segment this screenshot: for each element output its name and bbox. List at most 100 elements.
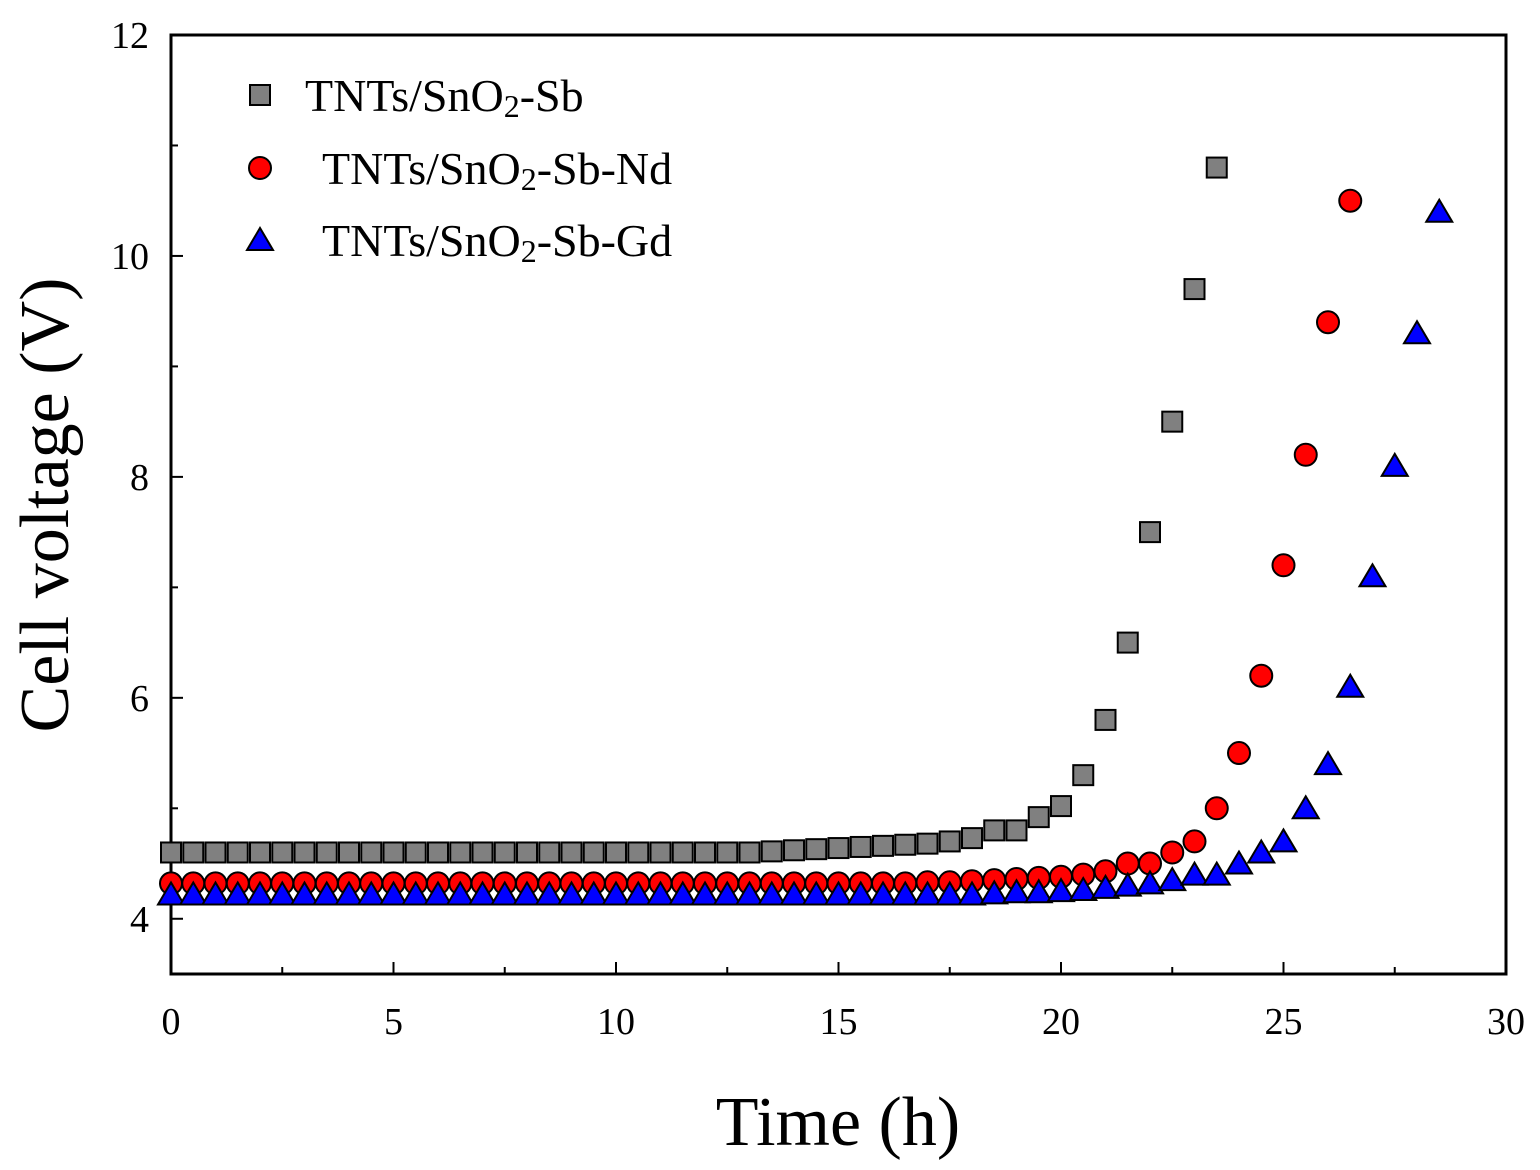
data-point: TNTs/SnO2-Sb-Nd: (26.5, 10.5) [1338,188,1363,213]
legend-label-main: TNTs/SnO [322,215,521,266]
data-point: TNTs/SnO2-Sb-Nd: (23.5, 5) [1204,796,1229,821]
legend-label-main: TNTs/SnO [305,70,504,121]
data-point: TNTs/SnO2-Sb-Gd: (16.5, 4.22) [890,880,921,906]
data-point: TNTs/SnO2-Sb: (6, 4.6) [427,841,449,864]
data-point: TNTs/SnO2-Sb: (0.5, 4.6) [182,841,205,864]
data-point: TNTs/SnO2-Sb: (4.5, 4.6) [360,841,383,864]
data-point: TNTs/SnO2-Sb-Gd: (17.5, 4.22) [934,880,965,906]
data-point: TNTs/SnO2-Sb-Gd: (1, 4.22) [200,880,231,906]
data-point: TNTs/SnO2-Sb-Gd: (22.5, 4.35) [1157,866,1188,892]
data-point: TNTs/SnO2-Sb: (7.5, 4.6) [493,841,516,864]
data-point: TNTs/SnO2-Sb-Gd: (16, 4.22) [868,880,898,906]
data-point: TNTs/SnO2-Sb: (18, 4.73) [961,827,983,850]
data-point: TNTs/SnO2-Sb-Gd: (10, 4.22) [601,880,631,906]
data-point: TNTs/SnO2-Sb-Gd: (3, 4.22) [289,880,320,906]
data-point: TNTs/SnO2-Sb: (6.5, 4.6) [449,841,472,864]
data-point: TNTs/SnO2-Sb-Gd: (14.5, 4.22) [801,880,832,906]
data-point: TNTs/SnO2-Sb: (3, 4.6) [293,841,316,864]
data-point: TNTs/SnO2-Sb: (17, 4.68) [916,832,939,855]
legend: TNTs/SnO2-SbTNTs/SnO2-Sb-NdTNTs/SnO2-Sb-… [245,70,672,269]
data-point: TNTs/SnO2-Sb-Gd: (6.5, 4.22) [445,880,476,906]
data-point: TNTs/SnO2-Sb: (19, 4.8) [1005,819,1028,842]
data-point: TNTs/SnO2-Sb-Gd: (18, 4.22) [957,880,987,906]
data-point: TNTs/SnO2-Sb: (17.5, 4.7) [938,830,961,853]
legend-label-tail: -Sb [520,70,584,121]
data-point: TNTs/SnO2-Sb: (22, 7.5) [1139,521,1161,544]
data-point: TNTs/SnO2-Sb: (2, 4.6) [249,841,271,864]
y-axis-title: Cell voltage (V) [7,278,84,733]
data-point: TNTs/SnO2-Sb-Nd: (21.5, 4.5) [1115,851,1140,876]
data-point: TNTs/SnO2-Sb-Gd: (26.5, 6.1) [1335,672,1366,698]
data-point: TNTs/SnO2-Sb-Gd: (1.5, 4.22) [222,880,253,906]
legend-label: TNTs/SnO2-Sb-Gd [322,215,672,269]
data-point: TNTs/SnO2-Sb-Gd: (19.5, 4.24) [1023,878,1054,904]
data-point: TNTs/SnO2-Sb-Gd: (21, 4.28) [1090,873,1121,899]
data-point: TNTs/SnO2-Sb-Gd: (5, 4.22) [378,880,409,906]
data-point: TNTs/SnO2-Sb-Gd: (21.5, 4.3) [1112,871,1143,897]
data-point: TNTs/SnO2-Sb: (23, 9.7) [1183,278,1206,301]
data-point: TNTs/SnO2-Sb: (16, 4.66) [872,834,894,857]
data-point: TNTs/SnO2-Sb: (21.5, 6.5) [1116,631,1139,654]
data-point: TNTs/SnO2-Sb-Gd: (17, 4.22) [912,880,943,906]
data-point: TNTs/SnO2-Sb: (15.5, 4.65) [849,835,872,858]
y-tick-label: 10 [111,236,149,278]
y-tick-label: 12 [111,15,149,57]
data-point: TNTs/SnO2-Sb-Gd: (0, 4.22) [156,880,186,906]
data-point: TNTs/SnO2-Sb-Gd: (14, 4.22) [779,880,809,906]
data-point: TNTs/SnO2-Sb-Gd: (28, 9.3) [1402,319,1432,345]
series-square: TNTs/SnO2-Sb: (0, 4.6)TNTs/SnO2-Sb: (0.5… [160,156,1228,864]
data-point: TNTs/SnO2-Sb: (10, 4.6) [605,841,627,864]
data-point: TNTs/SnO2-Sb-Gd: (4.5, 4.22) [356,880,387,906]
legend-marker-square [249,84,271,106]
data-point: TNTs/SnO2-Sb-Gd: (25, 4.7) [1268,827,1299,853]
data-point: TNTs/SnO2-Sb-Gd: (0.5, 4.22) [178,880,209,906]
data-point: TNTs/SnO2-Sb: (20.5, 5.3) [1072,764,1095,787]
data-point: TNTs/SnO2-Sb-Nd: (25, 7.2) [1271,553,1296,578]
data-point: TNTs/SnO2-Sb: (16.5, 4.67) [894,833,917,856]
data-point: TNTs/SnO2-Sb-Gd: (11, 4.22) [645,880,676,906]
data-point: TNTs/SnO2-Sb-Gd: (24.5, 4.6) [1246,838,1277,864]
legend-label-tail: -Sb-Nd [537,143,672,194]
x-tick-label: 30 [1487,1001,1525,1043]
data-point: TNTs/SnO2-Sb-Gd: (20.5, 4.26) [1068,876,1099,902]
data-point: TNTs/SnO2-Sb-Gd: (4, 4.22) [334,880,364,906]
data-point: TNTs/SnO2-Sb: (23.5, 10.8) [1205,156,1228,179]
data-point: TNTs/SnO2-Sb: (2.5, 4.6) [271,841,294,864]
data-point: TNTs/SnO2-Sb-Gd: (3.5, 4.22) [311,880,342,906]
data-point: TNTs/SnO2-Sb-Gd: (26, 5.4) [1313,750,1343,776]
x-tick-label: 25 [1265,1001,1303,1043]
data-point: TNTs/SnO2-Sb: (9.5, 4.6) [582,841,605,864]
legend-label: TNTs/SnO2-Sb-Nd [322,143,672,197]
data-point: TNTs/SnO2-Sb: (20, 5.02) [1050,795,1072,818]
x-tick-label: 5 [384,1001,403,1043]
x-tick-label: 15 [820,1001,858,1043]
x-tick-label: 0 [162,1001,181,1043]
data-point: TNTs/SnO2-Sb-Gd: (7, 4.22) [467,880,498,906]
legend-label-subscript: 2 [521,161,537,197]
data-point: TNTs/SnO2-Sb-Gd: (5.5, 4.22) [400,880,431,906]
data-point: TNTs/SnO2-Sb-Gd: (12, 4.22) [690,880,720,906]
data-point: TNTs/SnO2-Sb-Gd: (20, 4.25) [1046,877,1076,903]
data-point: TNTs/SnO2-Sb-Gd: (24, 4.5) [1224,849,1254,875]
series-circle: TNTs/SnO2-Sb-Nd: (0, 4.32)TNTs/SnO2-Sb-N… [159,188,1363,896]
data-point: TNTs/SnO2-Sb-Gd: (23.5, 4.4) [1201,860,1232,886]
axis-ticks: 0 5 10 15 20 25 30 4 6 8 10 12 [111,15,1525,1043]
data-point: TNTs/SnO2-Sb: (11.5, 4.6) [671,841,694,864]
data-point: TNTs/SnO2-Sb: (7, 4.6) [471,841,494,864]
data-point: TNTs/SnO2-Sb-Gd: (27.5, 8.1) [1379,451,1410,477]
data-point: TNTs/SnO2-Sb-Gd: (6, 4.22) [423,880,453,906]
data-point: TNTs/SnO2-Sb-Gd: (28.5, 10.4) [1424,197,1455,223]
y-tick-label: 6 [130,678,149,720]
data-point: TNTs/SnO2-Sb-Gd: (8.5, 4.22) [534,880,565,906]
data-point: TNTs/SnO2-Sb: (10.5, 4.6) [627,841,650,864]
data-point: TNTs/SnO2-Sb: (5.5, 4.6) [404,841,427,864]
legend-marker-triangle [245,226,275,251]
data-point: TNTs/SnO2-Sb-Gd: (27, 7.1) [1357,562,1388,588]
data-point: TNTs/SnO2-Sb-Gd: (15.5, 4.22) [845,880,876,906]
data-point: TNTs/SnO2-Sb: (5, 4.6) [382,841,405,864]
data-point: TNTs/SnO2-Sb: (22.5, 8.5) [1161,410,1184,433]
data-point: TNTs/SnO2-Sb-Gd: (13.5, 4.22) [756,880,787,906]
data-point: TNTs/SnO2-Sb: (19.5, 4.92) [1027,806,1050,829]
data-point: TNTs/SnO2-Sb: (1, 4.6) [204,841,227,864]
data-point: TNTs/SnO2-Sb-Gd: (22, 4.32) [1135,869,1165,895]
